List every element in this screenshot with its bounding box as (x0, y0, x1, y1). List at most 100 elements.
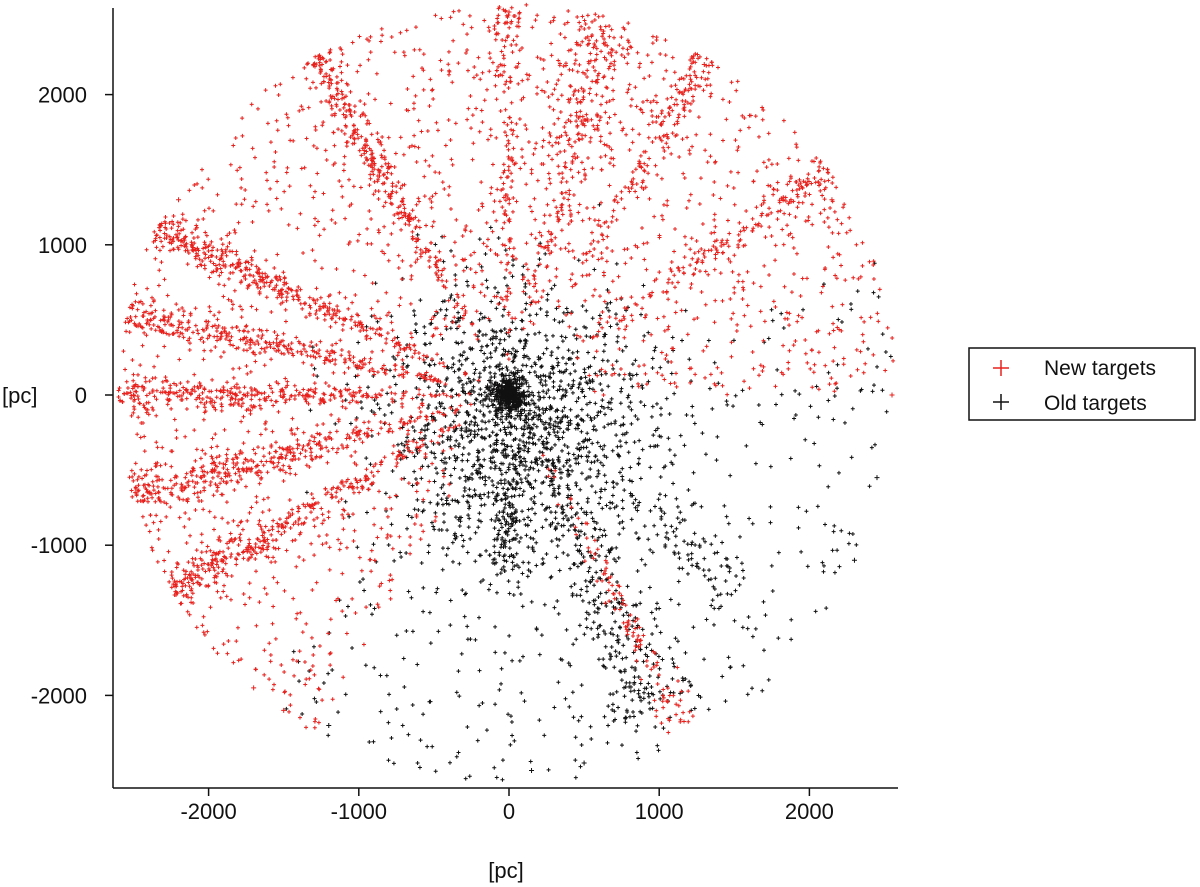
data-point (664, 396, 669, 401)
data-point (433, 170, 438, 175)
data-point (684, 413, 689, 418)
data-point (455, 326, 460, 331)
data-point (477, 615, 482, 620)
data-point (552, 283, 557, 288)
data-point (605, 288, 610, 293)
data-point (832, 570, 837, 575)
data-point (188, 533, 193, 538)
data-point (511, 38, 516, 43)
data-point (446, 298, 451, 303)
data-point (539, 88, 544, 93)
data-point (285, 379, 290, 384)
data-point (582, 394, 587, 399)
data-point (186, 250, 191, 255)
data-point (221, 642, 226, 647)
data-point (489, 355, 494, 360)
data-point (816, 350, 821, 355)
data-point (499, 441, 504, 446)
data-point (697, 545, 702, 550)
data-point (509, 171, 514, 176)
data-point (552, 317, 557, 322)
data-point (701, 536, 706, 541)
data-point (142, 434, 147, 439)
data-point (621, 526, 626, 531)
data-point (547, 278, 552, 283)
data-point (576, 718, 581, 723)
data-point (713, 533, 718, 538)
data-point (528, 465, 533, 470)
data-point (340, 194, 345, 199)
data-point (488, 56, 493, 61)
data-point (598, 527, 603, 532)
data-point (535, 13, 540, 18)
data-point (375, 319, 380, 324)
data-point (700, 222, 705, 227)
data-point (436, 268, 441, 273)
data-point (753, 461, 758, 466)
data-point (442, 491, 447, 496)
data-point (389, 314, 394, 319)
data-point (597, 202, 602, 207)
data-point (524, 127, 529, 132)
data-point (510, 320, 515, 325)
data-point (566, 474, 571, 479)
data-point (174, 428, 179, 433)
data-point (552, 396, 557, 401)
data-point (518, 459, 523, 464)
data-point (502, 517, 507, 522)
data-point (233, 230, 238, 235)
data-point (448, 295, 453, 300)
data-point (431, 219, 436, 224)
data-point (626, 87, 631, 92)
data-point (410, 355, 415, 360)
data-point (555, 543, 560, 548)
data-point (747, 386, 752, 391)
data-point (415, 662, 420, 667)
data-point (242, 197, 247, 202)
data-point (342, 102, 347, 107)
data-point (553, 464, 558, 469)
data-point (389, 410, 394, 415)
data-point (683, 676, 688, 681)
data-point (308, 668, 313, 673)
data-point (647, 74, 652, 79)
data-point (509, 444, 514, 449)
data-point (288, 703, 293, 708)
data-point (206, 177, 211, 182)
data-point (324, 532, 329, 537)
data-point (520, 363, 525, 368)
data-point (850, 531, 855, 536)
data-point (492, 23, 497, 28)
data-point (561, 310, 566, 315)
data-point (506, 522, 511, 527)
data-point (517, 390, 523, 396)
data-point (422, 174, 427, 179)
data-point (522, 448, 527, 453)
data-point (617, 346, 622, 351)
data-point (649, 685, 654, 690)
data-point (465, 550, 470, 555)
data-point (507, 539, 512, 544)
data-point (509, 100, 514, 105)
data-point (768, 504, 773, 509)
data-point (713, 224, 718, 229)
data-point (590, 378, 595, 383)
data-point (805, 564, 810, 569)
data-point (672, 381, 677, 386)
data-point (397, 534, 402, 539)
data-point (480, 268, 485, 273)
data-point (839, 221, 844, 226)
data-point (556, 435, 561, 440)
data-point (533, 460, 538, 465)
data-point (694, 239, 699, 244)
data-point (418, 298, 423, 303)
data-point (800, 276, 805, 281)
data-point (514, 563, 519, 568)
data-point (149, 545, 154, 550)
data-point (507, 156, 512, 161)
data-point (356, 340, 361, 345)
data-point (412, 428, 417, 433)
data-point (820, 560, 825, 565)
data-point (607, 652, 612, 657)
data-point (493, 251, 498, 256)
